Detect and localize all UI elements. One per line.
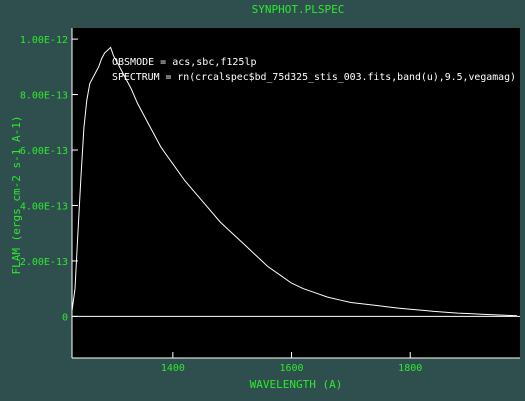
y-tick-label: 1.00E-12 — [20, 35, 68, 46]
annotation-spectrum: SPECTRUM = rn(crcalspec$bd_75d325_stis_0… — [112, 72, 516, 83]
y-axis-label: FLAM (ergs cm-2 s-1 A-1) — [10, 116, 23, 275]
chart-title: SYNPHOT.PLSPEC — [252, 3, 345, 16]
y-tick-label: 4.00E-13 — [20, 201, 68, 212]
x-axis-label: WAVELENGTH (A) — [250, 378, 343, 391]
y-tick-label: 0 — [62, 312, 68, 323]
y-tick-label: 2.00E-13 — [20, 257, 68, 268]
y-tick-label: 8.00E-13 — [20, 91, 68, 102]
x-tick-label: 1800 — [398, 363, 422, 374]
x-tick-label: 1400 — [161, 363, 185, 374]
annotation-obsmode: OBSMODE = acs,sbc,f125lp — [112, 57, 257, 68]
spectrum-line — [71, 46, 518, 317]
x-tick-label: 1600 — [280, 363, 304, 374]
plot-area — [72, 28, 520, 358]
y-tick-label: 6.00E-13 — [20, 146, 68, 157]
